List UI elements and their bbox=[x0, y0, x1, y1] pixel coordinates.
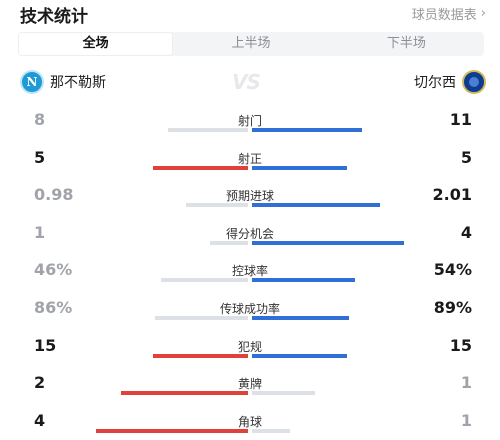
home-stat-bar bbox=[153, 165, 248, 170]
away-stat-bar-fill bbox=[252, 353, 347, 358]
away-stat-bar bbox=[252, 428, 290, 433]
home-stat-bar bbox=[210, 240, 248, 245]
napoli-badge-icon bbox=[20, 70, 44, 94]
away-stat-bar-fill bbox=[252, 316, 349, 320]
away-stat-bar bbox=[252, 203, 380, 208]
away-team-name: 切尔西 bbox=[414, 75, 456, 91]
section-title: 技术统计 bbox=[20, 7, 88, 27]
home-stat-value: 86% bbox=[34, 298, 73, 317]
stat-label: 控球率 bbox=[231, 264, 268, 279]
stat-row: 2 黄牌 1 bbox=[0, 373, 500, 403]
stat-label: 预期进球 bbox=[225, 189, 274, 204]
home-stat-value: 1 bbox=[34, 222, 46, 242]
home-stat-bar-fill bbox=[121, 391, 248, 396]
stat-row: 0.98 预期进球 2.01 bbox=[0, 185, 500, 215]
home-stat-bar bbox=[96, 428, 248, 433]
player-stats-link-label: 球员数据表 bbox=[411, 8, 477, 23]
home-stat-bar bbox=[168, 128, 248, 132]
vs-mark: VS bbox=[232, 70, 261, 94]
away-stat-bar bbox=[252, 128, 362, 132]
period-tabs: 全场 上半场 下半场 bbox=[18, 32, 484, 56]
chelsea-badge-icon bbox=[462, 70, 486, 94]
stat-label: 射正 bbox=[237, 151, 262, 166]
away-stat-bar bbox=[252, 278, 355, 283]
home-stat-value: 46% bbox=[34, 260, 73, 280]
away-stat-value: 54% bbox=[433, 260, 472, 280]
stat-row: 86% 传球成功率 89% bbox=[0, 298, 500, 328]
away-stat-bar-fill bbox=[252, 240, 404, 245]
home-stat-bar-fill bbox=[153, 165, 248, 170]
away-stat-bar bbox=[252, 240, 404, 245]
away-stat-value: 5 bbox=[460, 147, 472, 167]
stat-label: 得分机会 bbox=[225, 226, 274, 241]
stat-label: 传球成功率 bbox=[219, 302, 280, 316]
home-team-name: 那不勒斯 bbox=[50, 75, 106, 91]
stat-label: 射门 bbox=[237, 114, 262, 128]
stat-label: 犯规 bbox=[237, 339, 262, 354]
away-stat-value: 2.01 bbox=[432, 185, 472, 205]
away-stat-value: 89% bbox=[433, 298, 472, 317]
teams-row: 那不勒斯 VS 切尔西 bbox=[0, 66, 500, 100]
stat-row: 5 射正 5 bbox=[0, 148, 500, 178]
home-stat-bar bbox=[155, 316, 248, 320]
home-stat-bar bbox=[153, 353, 248, 358]
away-stat-value: 1 bbox=[460, 410, 472, 430]
away-stat-bar-fill bbox=[252, 128, 362, 132]
home-stat-bar-fill bbox=[153, 353, 248, 358]
stats-header: 技术统计 球员数据表 › bbox=[0, 0, 500, 28]
away-stat-bar bbox=[252, 316, 349, 320]
tab-first-half[interactable]: 上半场 bbox=[231, 36, 271, 51]
away-stat-bar bbox=[252, 165, 347, 170]
tab-full-match[interactable]: 全场 bbox=[18, 32, 174, 56]
home-stat-value: 8 bbox=[34, 110, 46, 129]
away-stat-bar bbox=[252, 353, 347, 358]
player-stats-link[interactable]: 球员数据表 › bbox=[412, 4, 486, 23]
home-stat-bar bbox=[121, 391, 248, 396]
home-stat-value: 0.98 bbox=[34, 185, 74, 205]
away-stat-value: 4 bbox=[460, 222, 472, 242]
home-stat-value: 2 bbox=[34, 373, 46, 393]
away-stat-value: 11 bbox=[449, 110, 472, 129]
stat-label: 角球 bbox=[237, 414, 262, 429]
stat-row: 1 得分机会 4 bbox=[0, 223, 500, 253]
home-team[interactable]: 那不勒斯 bbox=[20, 70, 106, 94]
stat-row: 46% 控球率 54% bbox=[0, 260, 500, 290]
stat-row: 15 犯规 15 bbox=[0, 336, 500, 366]
home-stat-bar bbox=[186, 203, 248, 208]
stat-row: 8 射门 11 bbox=[0, 110, 500, 140]
away-stat-bar-fill bbox=[252, 203, 380, 208]
home-stat-bar bbox=[161, 278, 248, 283]
home-stat-bar-fill bbox=[96, 428, 248, 433]
chevron-right-icon: › bbox=[480, 6, 486, 21]
away-stat-bar-fill bbox=[252, 165, 347, 170]
tab-second-half[interactable]: 下半场 bbox=[386, 36, 426, 51]
home-stat-value: 5 bbox=[34, 147, 46, 167]
stat-label: 黄牌 bbox=[237, 377, 262, 392]
away-stat-bar-fill bbox=[252, 278, 355, 283]
away-stat-value: 15 bbox=[449, 335, 472, 355]
away-stat-bar bbox=[252, 391, 315, 396]
stat-row: 4 角球 1 bbox=[0, 411, 500, 440]
home-stat-value: 15 bbox=[34, 335, 57, 355]
away-team[interactable]: 切尔西 bbox=[414, 70, 486, 94]
home-stat-value: 4 bbox=[34, 410, 46, 430]
away-stat-value: 1 bbox=[460, 373, 472, 393]
